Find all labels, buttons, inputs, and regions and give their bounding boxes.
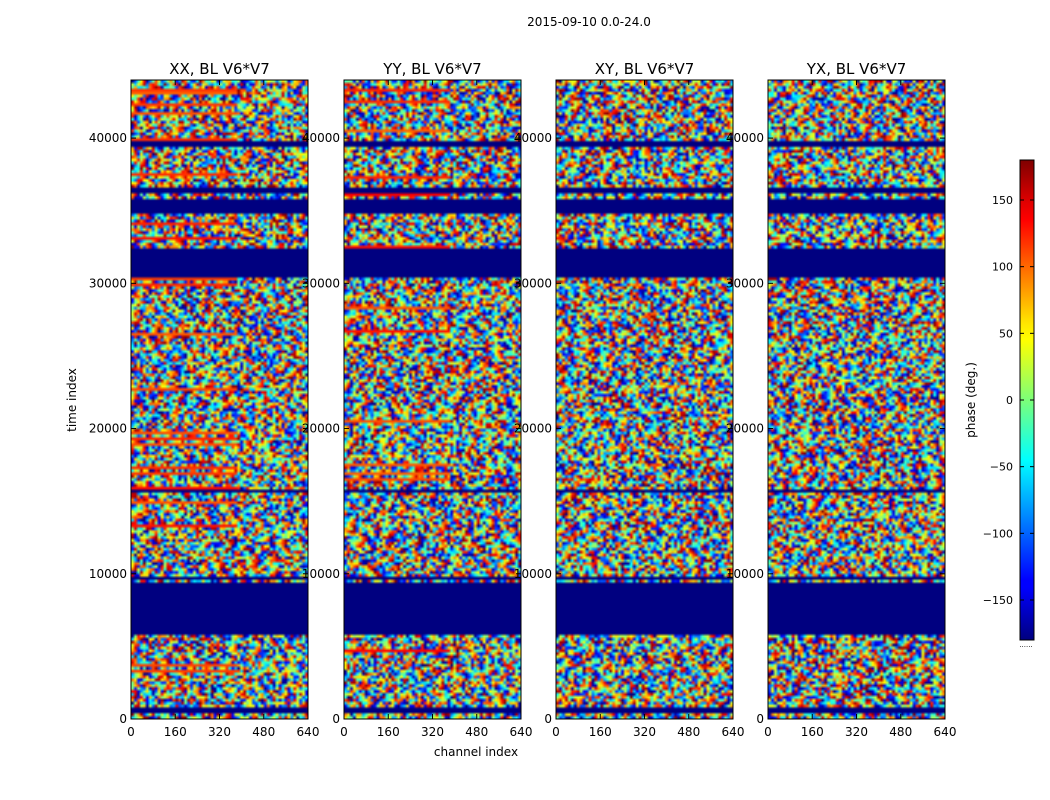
colorbar-tick-label: −150 — [983, 594, 1013, 607]
phase-image — [131, 80, 308, 719]
y-tick-label: 40000 — [514, 131, 552, 145]
panel-title: YY, BL V6*V7 — [382, 60, 481, 78]
y-tick-label: 40000 — [89, 131, 127, 145]
x-axis-label: channel index — [434, 745, 518, 759]
x-tick-label: 0 — [764, 725, 772, 739]
phase-image — [768, 80, 945, 719]
y-tick-label: 20000 — [514, 422, 552, 436]
y-tick-label: 20000 — [726, 422, 764, 436]
x-tick-label: 0 — [552, 725, 560, 739]
colorbar-ticks: −150 −100 −50 0 50 100 150 — [983, 194, 1034, 607]
y-tick-label: 0 — [544, 712, 552, 726]
panel-title: XY, BL V6*V7 — [595, 60, 695, 78]
panel-yy: YY, BL V6*V7 0 160 320 480 640 0 10000 20000 3000… — [302, 60, 533, 739]
colorbar-tick-label: 100 — [992, 261, 1013, 274]
y-tick-label: 20000 — [89, 422, 127, 436]
y-tick-label: 30000 — [89, 276, 127, 290]
panels: XX, BL V6*V7 0 160 320 480 640 0 10000 20000 3000… — [89, 60, 957, 739]
y-tick-label: 10000 — [726, 567, 764, 581]
y-axis-label: time index — [65, 368, 79, 432]
colorbar-tick-label: 150 — [992, 194, 1013, 207]
panel-xy: XY, BL V6*V7 0 160 320 480 640 0 10000 20000 3000… — [514, 60, 745, 739]
x-tick-label: 320 — [633, 725, 656, 739]
x-tick-label: 160 — [164, 725, 187, 739]
colorbar-tick-label: −50 — [990, 461, 1013, 474]
y-tick-label: 10000 — [514, 567, 552, 581]
colorbar-tick-label: 0 — [1006, 394, 1013, 407]
x-tick-label: 480 — [465, 725, 488, 739]
panel-title: XX, BL V6*V7 — [169, 60, 270, 78]
colorbar: −150 −100 −50 0 50 100 150 phase (deg.) ...... — [964, 159, 1035, 649]
x-tick-label: 640 — [934, 725, 957, 739]
y-tick-label: 30000 — [302, 276, 340, 290]
y-tick-label: 40000 — [726, 131, 764, 145]
x-tick-label: 480 — [677, 725, 700, 739]
panel-yx: YX, BL V6*V7 0 160 320 480 640 0 10000 20000 3000… — [726, 60, 957, 739]
y-tick-label: 0 — [332, 712, 340, 726]
panel-xx: XX, BL V6*V7 0 160 320 480 640 0 10000 20000 3000… — [89, 60, 320, 739]
x-tick-label: 0 — [340, 725, 348, 739]
panel-title: YX, BL V6*V7 — [806, 60, 907, 78]
y-tick-label: 30000 — [514, 276, 552, 290]
y-tick-label: 0 — [119, 712, 127, 726]
x-tick-label: 640 — [510, 725, 533, 739]
x-tick-label: 160 — [589, 725, 612, 739]
x-tick-label: 480 — [252, 725, 275, 739]
y-tick-label: 10000 — [302, 567, 340, 581]
x-tick-label: 320 — [421, 725, 444, 739]
x-tick-label: 320 — [845, 725, 868, 739]
y-tick-label: 0 — [756, 712, 764, 726]
x-tick-label: 640 — [722, 725, 745, 739]
y-tick-label: 30000 — [726, 276, 764, 290]
x-tick-label: 160 — [801, 725, 824, 739]
x-tick-label: 320 — [208, 725, 231, 739]
colorbar-footer: ...... — [1019, 641, 1032, 649]
colorbar-tick-label: 50 — [999, 327, 1013, 340]
x-tick-label: 480 — [889, 725, 912, 739]
colorbar-label: phase (deg.) — [964, 362, 978, 438]
y-tick-label: 40000 — [302, 131, 340, 145]
figure-suptitle: 2015-09-10 0.0-24.0 — [527, 15, 651, 29]
phase-image — [344, 80, 521, 719]
colorbar-tick-label: −100 — [983, 527, 1013, 540]
x-tick-label: 0 — [127, 725, 135, 739]
y-tick-label: 20000 — [302, 422, 340, 436]
x-tick-label: 640 — [297, 725, 320, 739]
phase-image — [556, 80, 733, 719]
y-tick-label: 10000 — [89, 567, 127, 581]
x-tick-label: 160 — [377, 725, 400, 739]
